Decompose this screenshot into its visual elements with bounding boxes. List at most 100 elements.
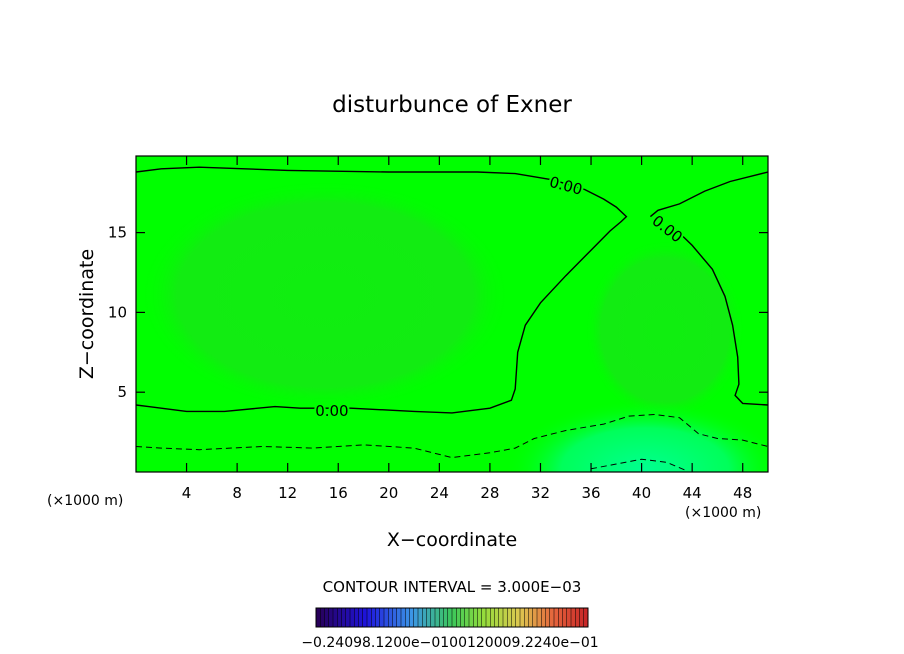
colorbar-cell bbox=[532, 608, 537, 627]
colorbar-cell bbox=[503, 608, 508, 627]
colorbar-cell bbox=[481, 608, 486, 627]
contour-line-zero-1 bbox=[649, 171, 768, 218]
colorbar-cell bbox=[333, 608, 338, 627]
contour-line-negative-4 bbox=[590, 458, 686, 471]
x-tick-label-12: 12 bbox=[278, 484, 297, 502]
x-tick-label-8: 8 bbox=[232, 484, 242, 502]
x-tick-label-4: 4 bbox=[182, 484, 192, 502]
colorbar bbox=[315, 607, 589, 628]
colorbar-cell bbox=[579, 608, 584, 627]
colorbar-cell bbox=[486, 608, 491, 627]
field-minimum-region bbox=[505, 400, 768, 472]
x-tick-label-28: 28 bbox=[480, 484, 499, 502]
colorbar-cell bbox=[413, 608, 418, 627]
colorbar-cell bbox=[430, 608, 435, 627]
x-tick-label-44: 44 bbox=[683, 484, 702, 502]
x-axis-title: X−coordinate bbox=[387, 529, 517, 551]
colorbar-cell bbox=[439, 608, 444, 627]
colorbar-cell bbox=[320, 608, 325, 627]
colorbar-cell bbox=[362, 608, 367, 627]
field-interior-right bbox=[585, 240, 745, 420]
colorbar-cell bbox=[541, 608, 546, 627]
colorbar-cell bbox=[401, 608, 406, 627]
x-tick-label-16: 16 bbox=[329, 484, 348, 502]
colorbar-cell bbox=[384, 608, 389, 627]
colorbar-cell bbox=[328, 608, 333, 627]
field-interior-left bbox=[140, 180, 510, 410]
plot-title: disturbunce of Exner bbox=[332, 92, 572, 118]
contour-label-0: 0.00 bbox=[315, 402, 348, 420]
colorbar-cell bbox=[469, 608, 474, 627]
x-tick-label-24: 24 bbox=[430, 484, 449, 502]
x-unit-label-right: (×1000 m) bbox=[685, 505, 761, 521]
contour-line-negative-3 bbox=[136, 413, 768, 459]
colorbar-cell bbox=[447, 608, 452, 627]
colorbar-cell bbox=[371, 608, 376, 627]
colorbar-cell bbox=[379, 608, 384, 627]
colorbar-cell bbox=[494, 608, 499, 627]
y-tick-label-5: 5 bbox=[117, 383, 127, 401]
x-unit-label-left: (×1000 m) bbox=[47, 493, 123, 509]
colorbar-cell bbox=[345, 608, 350, 627]
colorbar-cell bbox=[316, 608, 321, 627]
plot-area: 0.000.000.00 bbox=[135, 155, 769, 473]
colorbar-cell bbox=[350, 608, 355, 627]
plot-frame bbox=[135, 155, 769, 473]
contour-line-zero-0 bbox=[136, 166, 628, 414]
colorbar-cell bbox=[452, 608, 457, 627]
colorbar-cell bbox=[337, 608, 342, 627]
colorbar-cell bbox=[388, 608, 393, 627]
colorbar-cell bbox=[367, 608, 372, 627]
colorbar-cell bbox=[528, 608, 533, 627]
colorbar-labels: −0.24098.1200e−0100120009.2240e−01 bbox=[301, 635, 598, 651]
colorbar-cell bbox=[460, 608, 465, 627]
colorbar-cell bbox=[558, 608, 563, 627]
x-tick-label-48: 48 bbox=[733, 484, 752, 502]
colorbar-cell bbox=[464, 608, 469, 627]
colorbar-cell bbox=[549, 608, 554, 627]
contour-interval-label: CONTOUR INTERVAL = 3.000E−03 bbox=[323, 578, 582, 596]
colorbar-cell bbox=[515, 608, 520, 627]
colorbar-cell bbox=[562, 608, 567, 627]
colorbar-cell bbox=[426, 608, 431, 627]
colorbar-cell bbox=[545, 608, 550, 627]
colorbar-cell bbox=[358, 608, 363, 627]
colorbar-cell bbox=[520, 608, 525, 627]
colorbar-cell bbox=[418, 608, 423, 627]
colorbar-cell bbox=[375, 608, 380, 627]
colorbar-cell bbox=[537, 608, 542, 627]
colorbar-cell bbox=[341, 608, 346, 627]
y-tick-label-10: 10 bbox=[108, 303, 127, 321]
colorbar-cell bbox=[354, 608, 359, 627]
colorbar-cell bbox=[511, 608, 516, 627]
colorbar-cell bbox=[456, 608, 461, 627]
colorbar-cell bbox=[524, 608, 529, 627]
colorbar-cell bbox=[477, 608, 482, 627]
y-tick-label-15: 15 bbox=[108, 224, 127, 242]
colorbar-cell bbox=[507, 608, 512, 627]
colorbar-cell bbox=[571, 608, 576, 627]
x-tick-label-40: 40 bbox=[632, 484, 651, 502]
colorbar-cell bbox=[566, 608, 571, 627]
colorbar-cell bbox=[575, 608, 580, 627]
colorbar-cell bbox=[498, 608, 503, 627]
colorbar-cell bbox=[405, 608, 410, 627]
x-tick-label-32: 32 bbox=[531, 484, 550, 502]
colorbar-cell bbox=[324, 608, 329, 627]
x-tick-label-36: 36 bbox=[581, 484, 600, 502]
x-tick-label-20: 20 bbox=[379, 484, 398, 502]
colorbar-frame bbox=[315, 607, 589, 628]
colorbar-cell bbox=[473, 608, 478, 627]
colorbar-cell bbox=[392, 608, 397, 627]
colorbar-cell bbox=[396, 608, 401, 627]
colorbar-cell bbox=[583, 608, 588, 627]
colorbar-cell bbox=[490, 608, 495, 627]
colorbar-cell bbox=[422, 608, 427, 627]
colorbar-cell bbox=[554, 608, 559, 627]
colorbar-cell bbox=[435, 608, 440, 627]
colorbar-cell bbox=[443, 608, 448, 627]
colorbar-cell bbox=[409, 608, 414, 627]
contour-line-zero-2 bbox=[670, 224, 768, 406]
y-axis-title: Z−coordinate bbox=[76, 249, 98, 379]
